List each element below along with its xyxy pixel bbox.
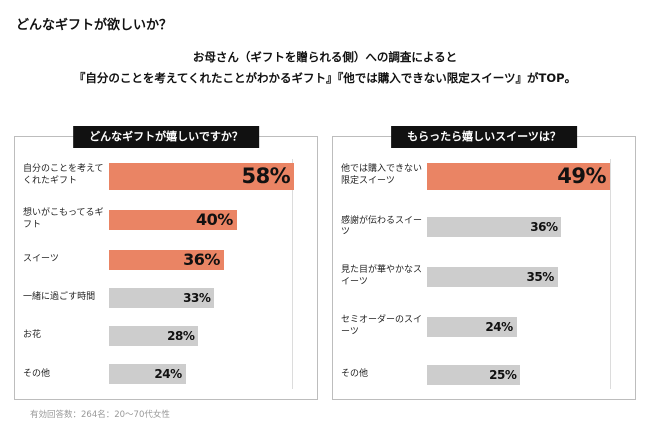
bar-track: 33% [109, 287, 307, 308]
bar-rows-sweets: 他では購入できない限定スイーツ 49% 感謝が伝わるスイーツ 36% 見た目が華やかなス… [341, 158, 625, 389]
bar-category-label: お花 [23, 330, 42, 341]
bar: 36% [109, 249, 224, 270]
bar: 58% [109, 162, 295, 190]
bar-value-label: 58% [241, 164, 291, 189]
bar-row: その他 24% [23, 364, 307, 385]
bar-track: 24% [109, 364, 307, 385]
chart-panel-gift: どんなギフトが嬉しいですか？ 自分のことを考えてくれたギフト 58% 想いがこもって… [14, 125, 318, 400]
bar-category-label: 想いがこもってるギフト [23, 207, 104, 230]
bar-row: セミオーダーのスイーツ 24% [341, 315, 625, 338]
bar-value-label: 24% [154, 367, 182, 382]
bar-track: 36% [427, 217, 625, 238]
charts-container: どんなギフトが嬉しいですか？ 自分のことを考えてくれたギフト 58% 想いがこもって… [14, 125, 636, 400]
bar-track: 49% [427, 162, 625, 190]
bar-value-label: 24% [485, 319, 513, 334]
bar: 36% [427, 217, 562, 238]
bar-row: お花 28% [23, 326, 307, 347]
page-title: どんなギフトが欲しいか？ [16, 18, 173, 33]
infographic-page: どんなギフトが欲しいか？ お母さん（ギフトを贈られる側）への調査によると 『自分… [14, 18, 636, 420]
bar-category-label: 見た目が華やかなスイーツ [341, 265, 423, 288]
bar-category-label: その他 [341, 368, 369, 379]
bar-category-label: 感謝が伝わるスイーツ [341, 215, 423, 238]
bar-track: 35% [427, 267, 625, 288]
chart-title-gift: どんなギフトが嬉しいですか？ [73, 125, 259, 148]
bar-value-label: 35% [526, 270, 555, 285]
bar-value-label: 25% [489, 367, 517, 382]
bar-row: 自分のことを考えてくれたギフト 58% [23, 162, 307, 190]
chart-title-sweets: もらったら嬉しいスイーツは？ [391, 125, 577, 148]
bar-value-label: 36% [183, 250, 220, 270]
subtitle-line-2: 『自分のことを考えてくれたことがわかるギフト』『他では購入できない限定スイーツ』… [73, 71, 577, 86]
bar-value-label: 40% [195, 210, 233, 230]
bar: 24% [427, 316, 517, 337]
bar-row: 感謝が伝わるスイーツ 36% [341, 216, 625, 239]
bar-track: 28% [109, 326, 307, 347]
bar: 40% [109, 209, 237, 230]
bar: 35% [427, 267, 558, 288]
bar-row: 見た目が華やかなスイーツ 35% [341, 265, 625, 288]
bar-row: スイーツ 36% [23, 249, 307, 270]
bar-category-label: 一緒に過ごす時間 [23, 292, 96, 302]
subtitle-line-1: お母さん（ギフトを贈られる側）への調査によると [192, 50, 458, 64]
bar: 49% [427, 162, 611, 190]
bar-category-label: スイーツ [23, 253, 59, 264]
bar-category-label: その他 [23, 368, 51, 379]
bar-track: 25% [427, 364, 625, 385]
sample-size-footnote: 有効回答数：264名：20～70代女性 [30, 409, 170, 420]
bar-category-label: 自分のことを考えてくれたギフト [23, 164, 104, 187]
chart-panel-sweets: もらったら嬉しいスイーツは？ 他では購入できない限定スイーツ 49% 感謝が伝わるス… [332, 125, 636, 400]
bar: 24% [109, 364, 186, 385]
bar-rows-gift: 自分のことを考えてくれたギフト 58% 想いがこもってるギフト 40% スイーツ 36% 一… [23, 158, 307, 389]
bar-value-label: 49% [557, 164, 607, 189]
bar: 28% [109, 326, 199, 347]
bar-value-label: 28% [167, 329, 195, 344]
bar-track: 24% [427, 316, 625, 337]
bar-track: 36% [109, 249, 307, 270]
bar-row: その他 25% [341, 364, 625, 385]
bar-row: 一緒に過ごす時間 33% [23, 287, 307, 308]
bar-row: 想いがこもってるギフト 40% [23, 208, 307, 231]
bar-track: 40% [109, 209, 307, 230]
bar-value-label: 33% [183, 290, 211, 305]
bar-row: 他では購入できない限定スイーツ 49% [341, 162, 625, 190]
bar-value-label: 36% [530, 220, 558, 235]
bar: 25% [427, 364, 521, 385]
bar-track: 58% [109, 162, 307, 190]
bar: 33% [109, 287, 215, 308]
bar-category-label: セミオーダーのスイーツ [341, 314, 423, 337]
bar-category-label: 他では購入できない限定スイーツ [341, 164, 423, 187]
